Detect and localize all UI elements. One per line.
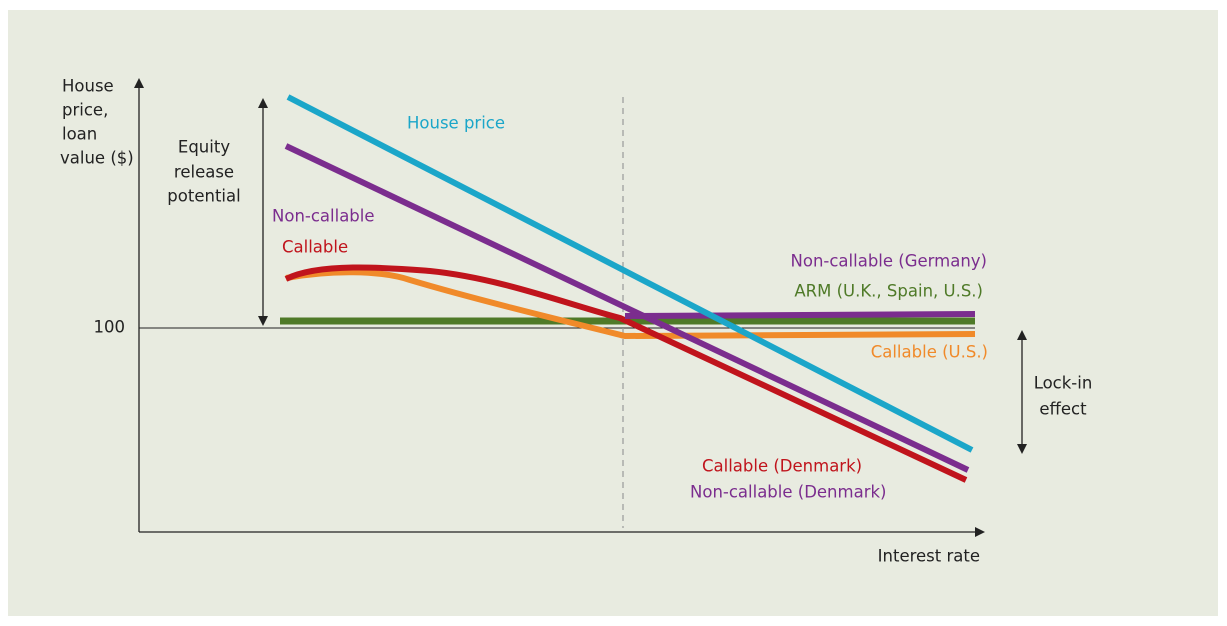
curve-label: Callable (U.S.) bbox=[871, 343, 988, 362]
y-tick-label: 100 bbox=[94, 318, 126, 337]
annotation: effect bbox=[1039, 400, 1087, 419]
house-price-line bbox=[286, 94, 974, 453]
callable-line bbox=[284, 264, 968, 483]
annotation: release bbox=[174, 163, 234, 182]
curve-label: Callable bbox=[282, 238, 348, 257]
y-label: value ($) bbox=[60, 149, 134, 168]
curve-label: Non-callable (Germany) bbox=[791, 252, 987, 271]
curve-label: Non-callable (Denmark) bbox=[690, 483, 886, 502]
curve-label: House price bbox=[407, 114, 505, 133]
non-callable-germany-line bbox=[624, 311, 976, 319]
annotation: Lock-in bbox=[1034, 374, 1093, 393]
curve-label: Non-callable bbox=[272, 207, 375, 226]
annotation: potential bbox=[167, 187, 240, 206]
y-label: House bbox=[62, 77, 114, 96]
annotation: Equity bbox=[178, 138, 230, 157]
non-callable-line bbox=[284, 143, 970, 473]
y-label: loan bbox=[62, 125, 97, 144]
y-label: price, bbox=[62, 101, 108, 120]
curve-label: ARM (U.K., Spain, U.S.) bbox=[794, 282, 983, 301]
callable-us-line bbox=[285, 269, 976, 340]
x-label: Interest rate bbox=[878, 547, 980, 566]
curve-label: Callable (Denmark) bbox=[702, 457, 862, 476]
